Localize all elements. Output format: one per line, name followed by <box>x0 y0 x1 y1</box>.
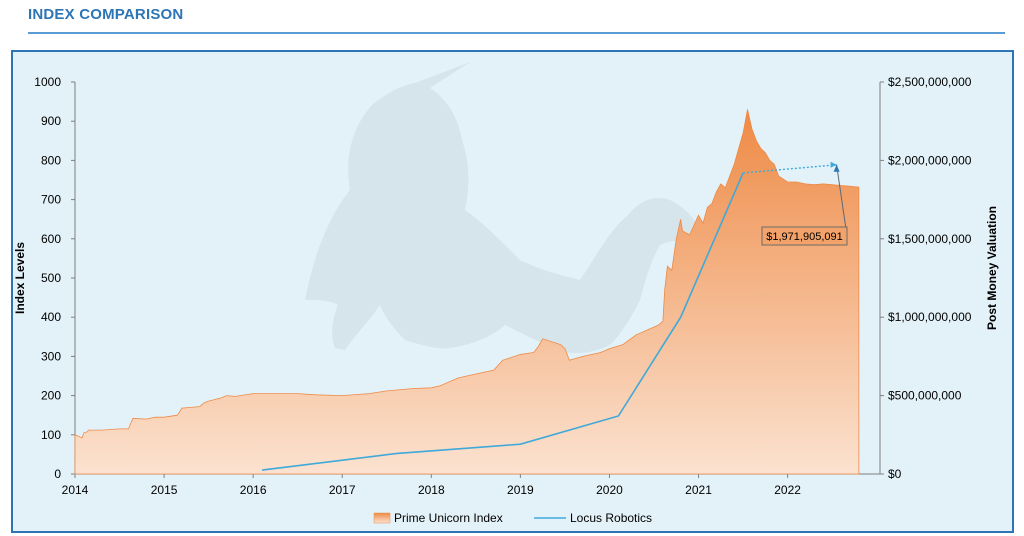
x-tick-label: 2015 <box>151 483 178 497</box>
y2-tick-label: $500,000,000 <box>888 389 962 403</box>
y-tick-label: 0 <box>54 467 61 481</box>
y2-axis-title: Post Money Valuation <box>985 206 999 330</box>
callout-leader-line <box>836 164 848 237</box>
y-tick-label: 1000 <box>34 75 61 89</box>
x-tick-label: 2014 <box>62 483 89 497</box>
page-title: INDEX COMPARISON <box>28 6 184 23</box>
legend-label-locus: Locus Robotics <box>570 511 652 525</box>
x-tick-label: 2021 <box>685 483 712 497</box>
y-tick-label: 500 <box>41 271 61 285</box>
callout-label: $1,971,905,091 <box>766 231 842 243</box>
y-tick-label: 600 <box>41 232 61 246</box>
title-divider <box>28 32 1005 34</box>
y2-tick-label: $1,500,000,000 <box>888 232 972 246</box>
locus-line-layer: $1,971,905,091 <box>262 161 848 471</box>
y-tick-label: 200 <box>41 389 61 403</box>
prime-unicorn-area-layer <box>74 109 860 475</box>
y2-tick-label: $1,000,000,000 <box>888 310 972 324</box>
x-tick-label: 2019 <box>507 483 534 497</box>
callout-box <box>761 226 848 246</box>
y-tick-label: 900 <box>41 114 61 128</box>
y2-tick-label: $2,000,000,000 <box>888 153 972 167</box>
y2-tick-label: $2,500,000,000 <box>888 75 972 89</box>
locus-robotics-line <box>262 172 744 471</box>
y-tick-label: 400 <box>41 310 61 324</box>
x-tick-label: 2016 <box>240 483 267 497</box>
x-tick-label: 2017 <box>329 483 356 497</box>
y-axis-title: Index Levels <box>13 242 27 314</box>
x-tick-label: 2022 <box>774 483 801 497</box>
prime-unicorn-area <box>74 109 860 475</box>
callout-arrow-icon <box>833 164 840 172</box>
y-tick-label: 700 <box>41 193 61 207</box>
x-tick-label: 2020 <box>596 483 623 497</box>
legend-label-prime-unicorn: Prime Unicorn Index <box>394 511 503 525</box>
legend-swatch-prime-unicorn <box>373 512 391 524</box>
y-tick-label: 800 <box>41 153 61 167</box>
y-tick-label: 300 <box>41 349 61 363</box>
locus-robotics-last-point <box>830 161 837 168</box>
tick-labels-layer: 0 100 200 300 400 500 600 700 800 900 1000 $0 $500,0… <box>34 75 971 497</box>
y-tick-label: 100 <box>41 428 61 442</box>
unicorn-watermark-icon <box>305 62 705 354</box>
y2-tick-label: $0 <box>888 467 902 481</box>
x-tick-label: 2018 <box>418 483 445 497</box>
